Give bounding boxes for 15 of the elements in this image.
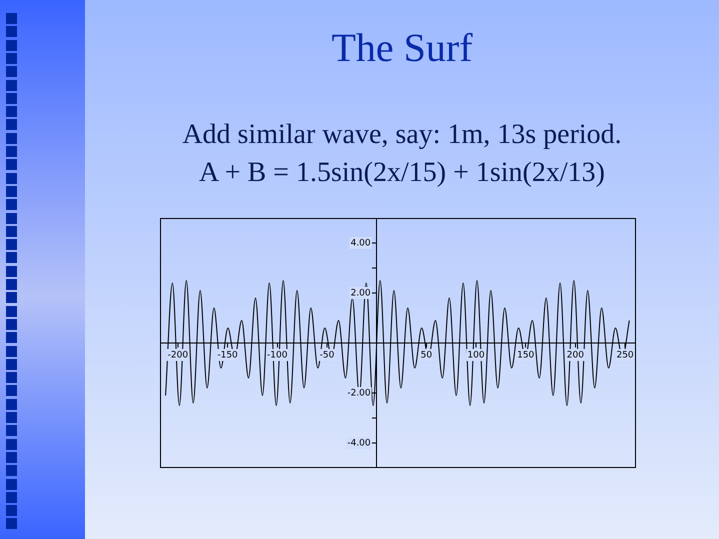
x-tick-label: -200 — [168, 350, 188, 360]
x-tick-label: 50 — [420, 350, 432, 360]
y-tick-label: 4.00 — [350, 238, 371, 248]
x-tick-label: 250 — [616, 350, 634, 360]
y-tick-label: -2.00 — [347, 388, 371, 398]
x-tick-label: 100 — [467, 350, 485, 360]
chart-subtitle: Add similar wave, say: 1m, 13s period. A + B = 1.5sin(2x/15) + 1sin(2x/13) — [181, 118, 623, 190]
chart-title: The Surf — [330, 24, 474, 71]
x-tick-label: -100 — [267, 350, 288, 360]
y-tick-label: -4.00 — [347, 438, 371, 448]
x-tick-label: -150 — [217, 350, 238, 360]
y-tick-label: 2.00 — [350, 288, 371, 298]
x-tick-label: 150 — [517, 350, 535, 360]
x-tick-label: -50 — [320, 350, 335, 360]
x-tick-label: 200 — [566, 350, 584, 360]
